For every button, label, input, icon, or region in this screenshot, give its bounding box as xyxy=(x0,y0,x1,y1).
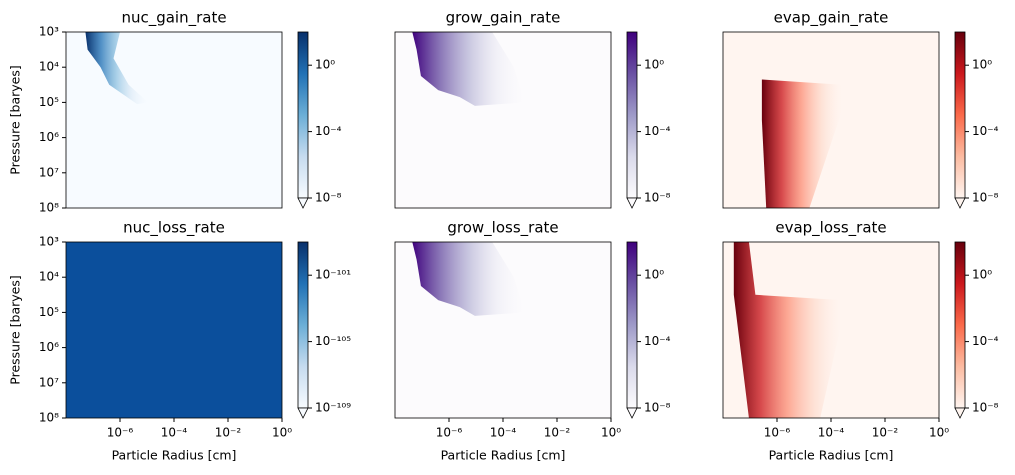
colorbar-extend xyxy=(626,407,638,419)
colorbar-tick-label: 10⁰ xyxy=(972,268,992,282)
panel-title: nuc_gain_rate xyxy=(121,9,226,28)
x-tick-label: 10⁻² xyxy=(215,426,242,440)
colorbar-extend xyxy=(297,407,309,419)
y-tick-label: 10³ xyxy=(39,235,59,249)
heatmap-region xyxy=(412,242,525,316)
y-tick-label: 10⁸ xyxy=(39,411,59,425)
y-tick-label: 10⁷ xyxy=(39,165,59,179)
heatmap-region xyxy=(85,32,149,105)
colorbar-extend xyxy=(954,197,966,209)
colorbar-extend xyxy=(954,407,966,419)
colorbar xyxy=(954,31,966,199)
heatmap-region xyxy=(761,79,842,209)
y-tick-label: 10⁶ xyxy=(39,340,59,354)
colorbar-tick-label: 10⁰ xyxy=(644,268,664,282)
x-axis-label: Particle Radius [cm] xyxy=(112,448,237,463)
panel-title: grow_gain_rate xyxy=(446,9,561,28)
y-tick-label: 10⁵ xyxy=(39,305,59,319)
heatmap-region xyxy=(412,32,525,106)
colorbar-extend xyxy=(297,197,309,209)
x-tick-label: 10⁻² xyxy=(872,426,899,440)
colorbar-extend xyxy=(626,197,638,209)
y-tick-label: 10⁵ xyxy=(39,95,59,109)
colorbar xyxy=(626,241,638,409)
x-tick-label: 10⁰ xyxy=(929,426,949,440)
colorbar xyxy=(626,31,638,199)
x-tick-label: 10⁻² xyxy=(544,426,571,440)
x-tick-label: 10⁻⁶ xyxy=(764,426,791,440)
colorbar-tick-label: 10⁰ xyxy=(315,58,335,72)
x-tick-label: 10⁰ xyxy=(272,426,292,440)
colorbar-tick-label: 10⁻⁸ xyxy=(644,191,671,205)
x-tick-label: 10⁻⁶ xyxy=(436,426,463,440)
colorbar xyxy=(954,241,966,409)
panel-title: nuc_loss_rate xyxy=(123,219,225,238)
colorbar-tick-label: 10⁻⁴ xyxy=(972,124,999,138)
y-tick-label: 10³ xyxy=(39,25,59,39)
y-tick-label: 10⁸ xyxy=(39,201,59,215)
colorbar-tick-label: 10⁰ xyxy=(972,58,992,72)
plot-frame xyxy=(722,31,940,209)
colorbar-tick-label: 10⁻¹⁰⁵ xyxy=(315,334,351,348)
y-tick-label: 10⁴ xyxy=(39,60,59,74)
y-axis-label: Pressure [baryes] xyxy=(8,65,23,174)
colorbar-tick-label: 10⁻⁴ xyxy=(315,124,342,138)
x-tick-label: 10⁻⁴ xyxy=(818,426,845,440)
colorbar-tick-label: 10⁻¹⁰⁹ xyxy=(315,401,351,415)
x-tick-label: 10⁻⁶ xyxy=(107,426,134,440)
panel-title: evap_loss_rate xyxy=(775,219,886,238)
y-axis-label: Pressure [baryes] xyxy=(8,275,23,384)
y-tick-label: 10⁶ xyxy=(39,130,59,144)
x-axis-label: Particle Radius [cm] xyxy=(441,448,566,463)
colorbar-tick-label: 10⁻¹⁰¹ xyxy=(315,268,351,282)
colorbar-tick-label: 10⁻⁴ xyxy=(644,124,671,138)
x-tick-label: 10⁻⁴ xyxy=(490,426,517,440)
colorbar-tick-label: 10⁻⁸ xyxy=(315,191,342,205)
plot-frame xyxy=(65,31,283,209)
heatmap-region xyxy=(733,242,842,418)
colorbar-tick-label: 10⁻⁸ xyxy=(972,191,999,205)
panel-title: evap_gain_rate xyxy=(774,9,889,28)
plot-frame xyxy=(394,31,612,209)
colorbar-tick-label: 10⁰ xyxy=(644,58,664,72)
colorbar xyxy=(297,241,309,409)
x-tick-label: 10⁻⁴ xyxy=(161,426,188,440)
colorbar-tick-label: 10⁻⁴ xyxy=(972,334,999,348)
colorbar-tick-label: 10⁻⁸ xyxy=(972,401,999,415)
colorbar-tick-label: 10⁻⁴ xyxy=(644,334,671,348)
plot-background xyxy=(66,242,282,418)
x-axis-label: Particle Radius [cm] xyxy=(769,448,894,463)
colorbar-tick-label: 10⁻⁸ xyxy=(644,401,671,415)
colorbar xyxy=(297,31,309,199)
y-tick-label: 10⁴ xyxy=(39,270,59,284)
x-tick-label: 10⁰ xyxy=(601,426,621,440)
y-tick-label: 10⁷ xyxy=(39,375,59,389)
panel-title: grow_loss_rate xyxy=(447,219,558,238)
